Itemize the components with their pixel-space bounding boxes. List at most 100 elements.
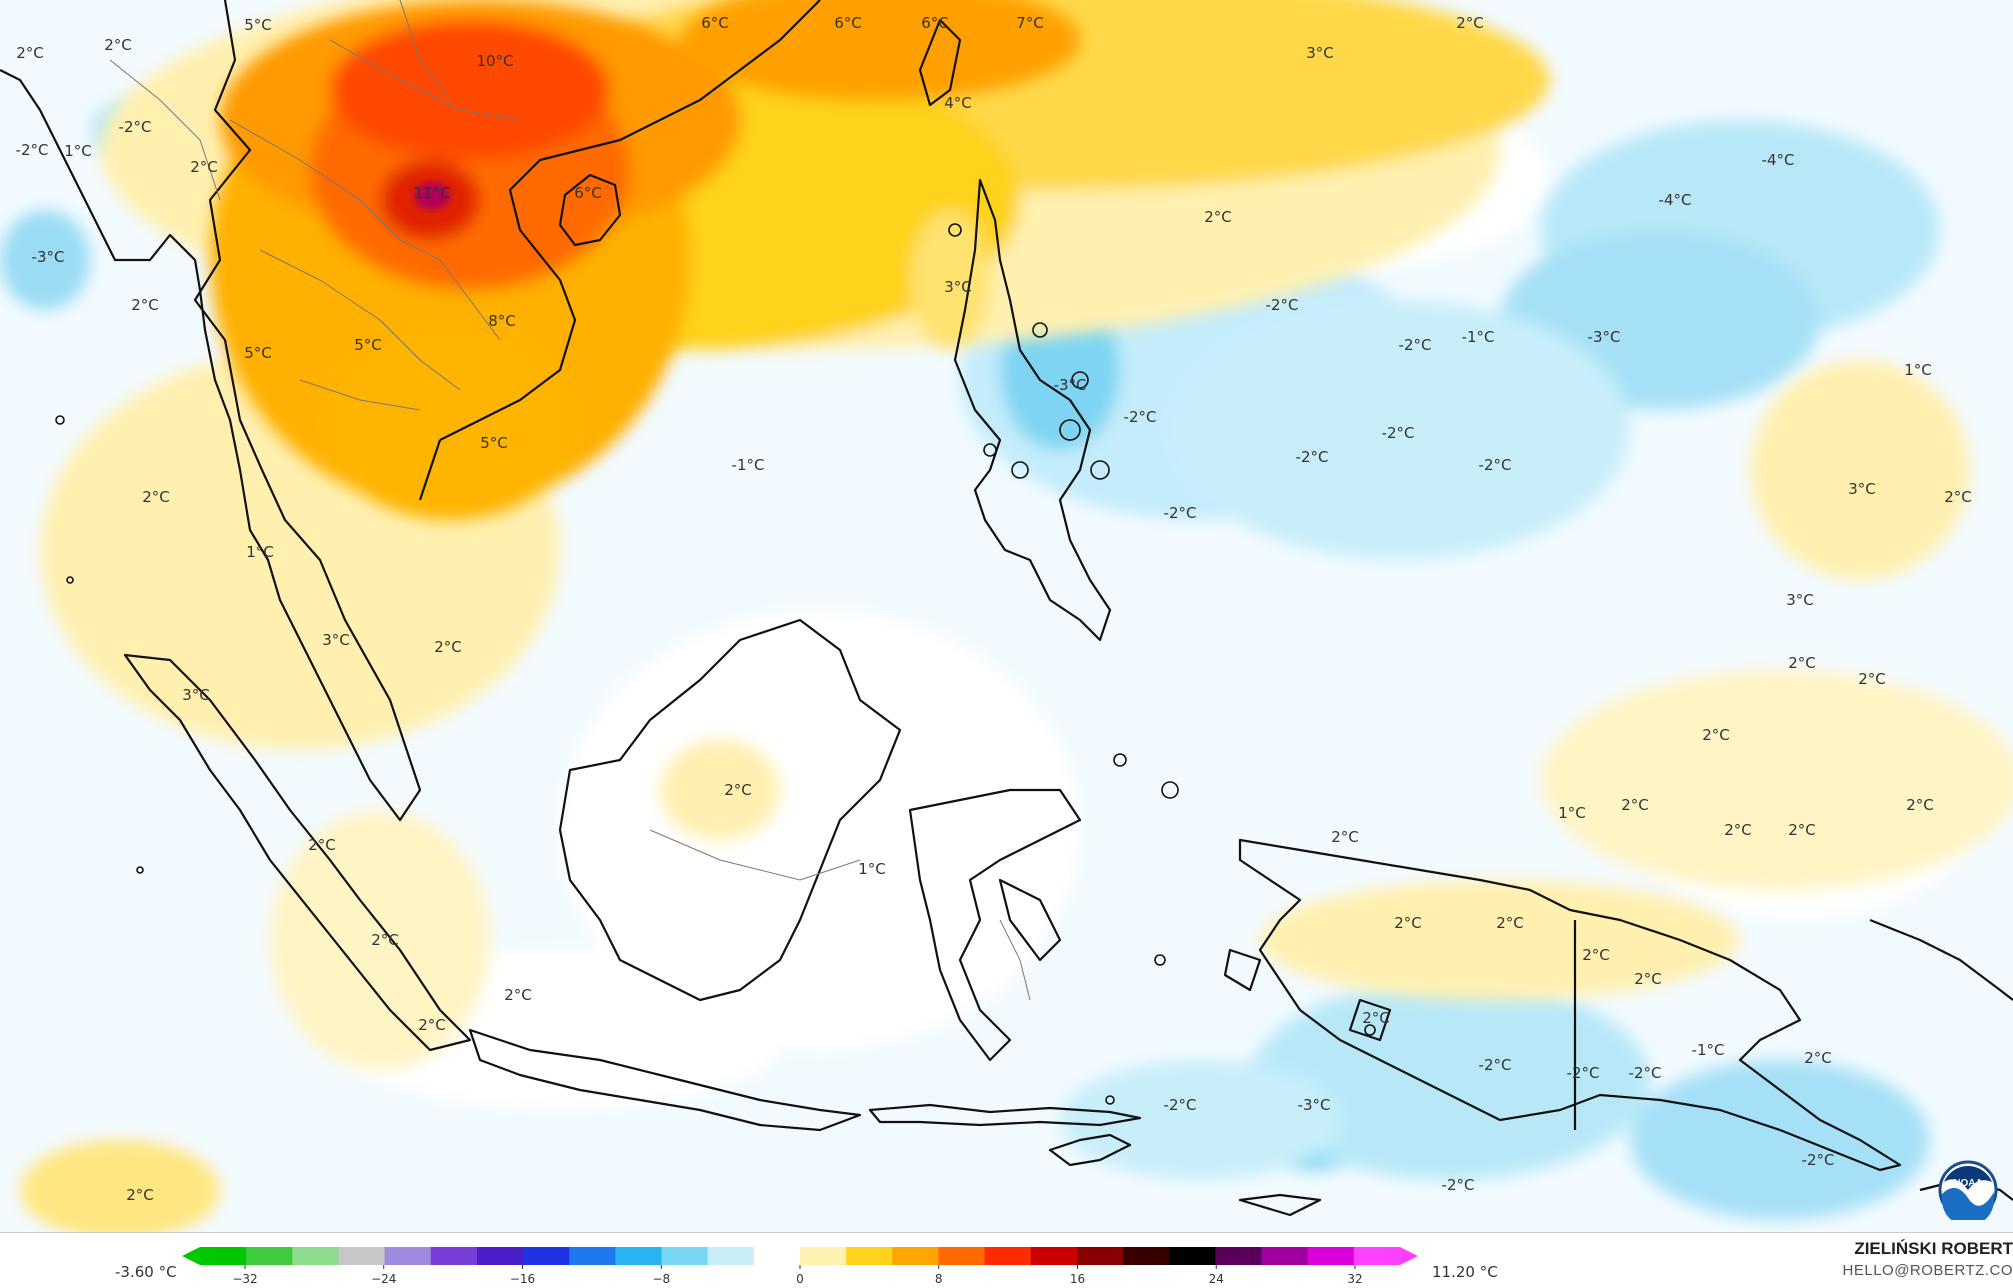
- temperature-label: 3°C: [944, 278, 972, 296]
- temperature-label: 1°C: [246, 543, 274, 561]
- temperature-label: 2°C: [1724, 821, 1752, 839]
- temperature-label: 6°C: [921, 14, 949, 32]
- color-swatch: [338, 1247, 386, 1265]
- temperature-label: -2°C: [1479, 456, 1512, 474]
- temperature-label: -2°C: [1442, 1176, 1475, 1194]
- color-swatch: [892, 1247, 939, 1265]
- temperature-label: 2°C: [1804, 1049, 1832, 1067]
- temperature-label: -2°C: [1629, 1064, 1662, 1082]
- temperature-label: 2°C: [104, 36, 132, 54]
- temperature-label: 3°C: [182, 686, 210, 704]
- color-swatch: [200, 1247, 247, 1265]
- temperature-label: 2°C: [1858, 670, 1886, 688]
- author-name: ZIELIŃSKI ROBERT: [1854, 1239, 2013, 1258]
- color-swatch: [938, 1247, 986, 1265]
- temperature-label: -2°C: [1164, 1096, 1197, 1114]
- temperature-label: 2°C: [1906, 796, 1934, 814]
- temperature-label: -3°C: [1054, 376, 1087, 394]
- color-swatch: [246, 1247, 293, 1265]
- temperature-label: 6°C: [574, 184, 602, 202]
- temperature-label: -2°C: [1164, 504, 1197, 522]
- temperature-label: 2°C: [1204, 208, 1232, 226]
- color-scale-swatches: [182, 1247, 1418, 1265]
- temperature-label: 2°C: [434, 638, 462, 656]
- temperature-label: 2°C: [371, 931, 399, 949]
- color-swatch: [1169, 1247, 1216, 1265]
- temperature-label: 2°C: [1582, 946, 1610, 964]
- temperature-label: 6°C: [834, 14, 862, 32]
- hot-spot: [414, 182, 450, 210]
- temperature-label: 3°C: [1848, 480, 1876, 498]
- temperature-label: -3°C: [1298, 1096, 1331, 1114]
- temperature-label: 2°C: [1362, 1009, 1390, 1027]
- scale-tick-label: 0: [796, 1272, 804, 1286]
- scale-tick-label: 16: [1070, 1272, 1085, 1286]
- temperature-label: 5°C: [244, 16, 272, 34]
- color-swatch: [292, 1247, 339, 1265]
- legend-bar: -3.60 °C −32 −24 −16 −8 0 8 16 24 32 11.20 °C ZI…: [0, 1232, 2013, 1288]
- color-swatch: [753, 1247, 801, 1265]
- scale-tick-label: −24: [371, 1272, 396, 1286]
- temperature-label: 2°C: [16, 44, 44, 62]
- temperature-label: 2°C: [1634, 970, 1662, 988]
- temperature-label: 4°C: [944, 94, 972, 112]
- temperature-label: 2°C: [1621, 796, 1649, 814]
- temperature-label: 3°C: [322, 631, 350, 649]
- temperature-label: -1°C: [1462, 328, 1495, 346]
- temperature-label: -2°C: [1124, 408, 1157, 426]
- temperature-label: -1°C: [1692, 1041, 1725, 1059]
- islands: [55, 223, 1376, 1105]
- color-scale-left-arrow: [182, 1247, 200, 1265]
- temperature-label: 1°C: [64, 142, 92, 160]
- temperature-label: 2°C: [1788, 654, 1816, 672]
- author-credit: ZIELIŃSKI ROBERT HELLO@ROBERTZ.CO: [1843, 1239, 2013, 1279]
- noaa-logo: NOAA: [1938, 1160, 1998, 1226]
- temperature-label: 2°C: [1944, 488, 1972, 506]
- temperature-label: -3°C: [1588, 328, 1621, 346]
- map-canvas: 5°C 2°C 2°C 10°C 6°C 6°C 6°C 7°C 2°C 3°C 4°C -2°C -2…: [0, 0, 2013, 1232]
- svg-text:NOAA: NOAA: [1953, 1178, 1982, 1189]
- temperature-label: 2°C: [724, 781, 752, 799]
- color-swatch: [1307, 1247, 1355, 1265]
- legend-max-value: 11.20 °C: [1432, 1263, 1498, 1281]
- temperature-label: 2°C: [190, 158, 218, 176]
- color-swatch: [476, 1247, 524, 1265]
- temperature-label: 2°C: [504, 986, 532, 1004]
- temperature-label: 2°C: [1456, 14, 1484, 32]
- temperature-label: -4°C: [1762, 151, 1795, 169]
- scale-tick-label: 8: [935, 1272, 943, 1286]
- temperature-label: 8°C: [488, 312, 516, 330]
- temperature-label: 2°C: [1788, 821, 1816, 839]
- color-swatch: [1076, 1247, 1124, 1265]
- author-email: HELLO@ROBERTZ.CO: [1842, 1262, 2013, 1279]
- temperature-label: 5°C: [354, 336, 382, 354]
- borders: [109, 0, 1031, 1001]
- legend-min-value: -3.60 °C: [115, 1263, 177, 1281]
- temperature-label: 1°C: [858, 860, 886, 878]
- temperature-label: 2°C: [126, 1186, 154, 1204]
- temperature-label: -2°C: [119, 118, 152, 136]
- temperature-label: 2°C: [418, 1016, 446, 1034]
- temperature-label: -3°C: [32, 248, 65, 266]
- scale-tick-label: −16: [510, 1272, 535, 1286]
- temperature-label: -2°C: [1266, 296, 1299, 314]
- scale-tick-label: 32: [1347, 1272, 1362, 1286]
- color-swatch: [523, 1247, 570, 1265]
- temperature-label: 10°C: [476, 52, 513, 70]
- temperature-label: -2°C: [1399, 336, 1432, 354]
- temperature-label: -2°C: [16, 141, 49, 159]
- color-swatch: [846, 1247, 893, 1265]
- color-swatch: [800, 1247, 847, 1265]
- temperature-label: 1°C: [1558, 804, 1586, 822]
- temperature-label: 2°C: [308, 836, 336, 854]
- color-scale-right-arrow: [1400, 1247, 1418, 1265]
- warm-core: [210, 0, 1080, 520]
- color-swatch: [1123, 1247, 1170, 1265]
- color-swatch: [661, 1247, 709, 1265]
- color-swatch: [707, 1247, 755, 1265]
- color-swatch: [984, 1247, 1032, 1265]
- temperature-label: 1°C: [1904, 361, 1932, 379]
- temperature-label: 11°C: [413, 184, 450, 202]
- scale-tick-label: −32: [232, 1272, 257, 1286]
- color-swatch: [615, 1247, 663, 1265]
